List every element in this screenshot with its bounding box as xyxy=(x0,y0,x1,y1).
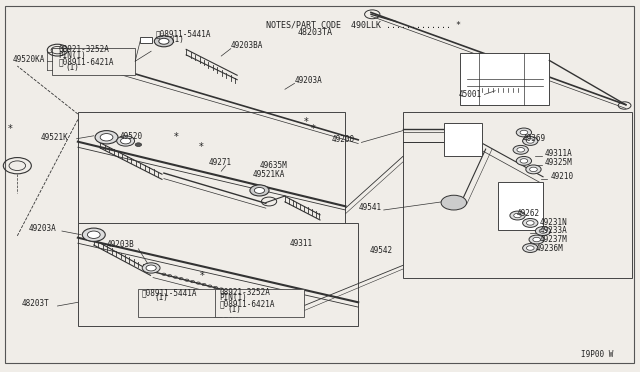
Text: 49203A: 49203A xyxy=(28,224,56,233)
Text: 49521KA: 49521KA xyxy=(253,170,285,179)
Circle shape xyxy=(100,134,113,141)
Text: *: * xyxy=(304,117,309,127)
Text: 49203BA: 49203BA xyxy=(231,41,263,49)
Text: (1): (1) xyxy=(228,305,241,314)
Text: PIN(1): PIN(1) xyxy=(59,51,86,60)
Circle shape xyxy=(246,292,260,301)
Text: 49635M: 49635M xyxy=(259,161,287,170)
Circle shape xyxy=(523,218,538,227)
Circle shape xyxy=(95,131,118,144)
Circle shape xyxy=(142,263,160,273)
Circle shape xyxy=(523,137,538,145)
Text: 49325M: 49325M xyxy=(545,158,573,167)
Circle shape xyxy=(513,145,529,154)
Text: ⓝ08911-6421A: ⓝ08911-6421A xyxy=(59,57,114,66)
Text: PIN(1): PIN(1) xyxy=(220,294,247,302)
Text: 49231N: 49231N xyxy=(540,218,568,227)
Text: NOTES/PART CODE  490LLK ............. *: NOTES/PART CODE 490LLK ............. * xyxy=(266,21,461,30)
Circle shape xyxy=(520,130,528,135)
Circle shape xyxy=(116,136,134,146)
Circle shape xyxy=(83,228,105,241)
Circle shape xyxy=(88,231,100,238)
Circle shape xyxy=(527,246,534,250)
Text: I9P00 W: I9P00 W xyxy=(580,350,613,359)
FancyBboxPatch shape xyxy=(215,289,304,317)
Text: (1): (1) xyxy=(65,63,79,72)
Text: *: * xyxy=(173,132,178,142)
Text: 49237M: 49237M xyxy=(540,235,568,244)
FancyBboxPatch shape xyxy=(78,223,358,326)
Text: 49203B: 49203B xyxy=(106,240,134,249)
Text: 49262: 49262 xyxy=(516,209,540,218)
Circle shape xyxy=(520,159,528,163)
Text: 49311A: 49311A xyxy=(545,149,573,158)
Text: 49210: 49210 xyxy=(550,172,574,182)
Circle shape xyxy=(159,38,169,44)
Circle shape xyxy=(536,227,550,235)
Circle shape xyxy=(120,138,131,144)
Text: 49271: 49271 xyxy=(209,158,232,167)
Text: 48203T: 48203T xyxy=(22,299,49,308)
Circle shape xyxy=(540,229,547,233)
Circle shape xyxy=(514,213,522,218)
FancyBboxPatch shape xyxy=(138,289,221,317)
Text: 08921-3252A: 08921-3252A xyxy=(59,45,109,54)
Circle shape xyxy=(533,237,540,242)
Circle shape xyxy=(526,165,541,174)
Text: 49541: 49541 xyxy=(358,203,381,212)
Text: *: * xyxy=(8,125,13,134)
FancyBboxPatch shape xyxy=(78,112,346,230)
Text: ⓝ08911-6421A: ⓝ08911-6421A xyxy=(220,299,275,308)
Text: 49236M: 49236M xyxy=(536,244,563,253)
Bar xyxy=(460,53,549,105)
Circle shape xyxy=(516,128,532,137)
Text: 49520KA: 49520KA xyxy=(13,55,45,64)
FancyBboxPatch shape xyxy=(4,6,634,363)
Bar xyxy=(499,182,543,230)
Text: 08921-3252A: 08921-3252A xyxy=(220,288,270,297)
Text: 49311: 49311 xyxy=(289,239,312,248)
Text: 48203TA: 48203TA xyxy=(298,28,333,37)
Text: ⓝ08911-5441A: ⓝ08911-5441A xyxy=(141,288,197,297)
Circle shape xyxy=(530,167,538,171)
Circle shape xyxy=(441,195,467,210)
Text: (1): (1) xyxy=(154,294,168,302)
FancyBboxPatch shape xyxy=(52,48,135,75)
Circle shape xyxy=(510,211,525,220)
Text: 49520K: 49520K xyxy=(211,311,238,320)
Text: *: * xyxy=(199,142,204,152)
FancyBboxPatch shape xyxy=(403,112,632,278)
Text: 49542: 49542 xyxy=(370,246,393,255)
Bar xyxy=(140,37,152,43)
Text: 49233A: 49233A xyxy=(540,226,568,235)
Text: 45001: 45001 xyxy=(459,90,482,99)
Bar xyxy=(444,123,483,157)
Text: 49521K: 49521K xyxy=(41,133,68,142)
Text: ⓝ08911-5441A: ⓝ08911-5441A xyxy=(156,29,211,38)
Circle shape xyxy=(523,244,538,253)
Text: (1): (1) xyxy=(170,35,184,44)
Circle shape xyxy=(517,148,525,152)
Circle shape xyxy=(254,187,264,193)
Text: 49520: 49520 xyxy=(119,132,142,141)
Circle shape xyxy=(146,265,156,271)
Text: *: * xyxy=(200,272,205,281)
Text: 49369: 49369 xyxy=(523,134,546,143)
Text: *: * xyxy=(310,125,315,134)
Text: 49200: 49200 xyxy=(332,135,355,144)
Text: 49203A: 49203A xyxy=(294,76,323,84)
Circle shape xyxy=(135,143,141,147)
Circle shape xyxy=(527,139,534,143)
Circle shape xyxy=(529,235,544,244)
Circle shape xyxy=(527,221,534,225)
Circle shape xyxy=(154,36,173,47)
Circle shape xyxy=(250,185,269,196)
Circle shape xyxy=(516,157,532,165)
